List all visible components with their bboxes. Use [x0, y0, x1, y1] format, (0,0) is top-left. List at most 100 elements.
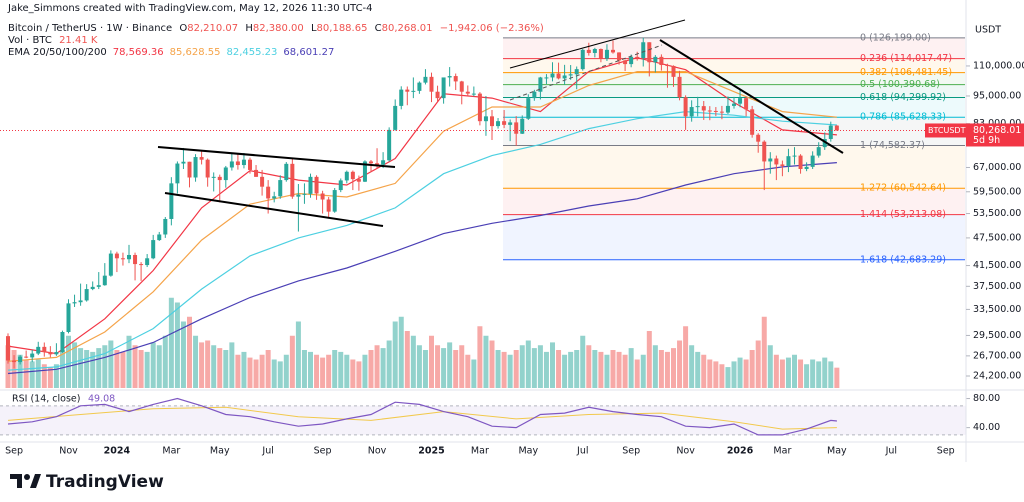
candle-body [229, 161, 234, 168]
candle-body [145, 258, 150, 266]
y-tick-label: 37,500.00 [973, 281, 1021, 292]
candle-body [768, 158, 773, 162]
x-tick-label: May [827, 446, 847, 457]
volume-bar [598, 351, 604, 388]
volume-bar [162, 335, 168, 388]
candle-body [562, 75, 567, 79]
x-tick-label: Sep [314, 446, 332, 457]
volume-bar [531, 348, 537, 388]
y-tick-label: 80.00 [973, 393, 1000, 404]
volume-bar [804, 364, 810, 388]
rsi-pane: 80.00 40.00 RSI (14, close) 49.08 [0, 393, 1000, 436]
fib-label: 0 (126,199.00) [860, 32, 931, 43]
candle-body [429, 76, 434, 92]
candle-body [574, 69, 579, 75]
change: −1,942.06 (−2.36%) [439, 23, 544, 34]
candle-body [42, 346, 47, 353]
volume-bar [108, 340, 114, 388]
volume-bar [374, 345, 380, 388]
volume-bar [5, 345, 11, 388]
candle-body [217, 176, 222, 181]
candle-body [780, 164, 785, 166]
y-tick-label: 59,500.00 [973, 186, 1021, 197]
y-tick-label: 26,700.00 [973, 350, 1021, 361]
rsi-line [7, 397, 837, 436]
candle-body [102, 275, 107, 286]
candle-body [483, 116, 488, 122]
candle-body [671, 65, 676, 77]
volume-bar [495, 350, 501, 388]
volume-bar [150, 342, 156, 388]
y-tick-label: 47,500.00 [973, 232, 1021, 243]
candle-body [375, 163, 380, 165]
volume-bar [610, 350, 616, 388]
candle-body [683, 97, 688, 117]
candle-body [816, 147, 821, 156]
fib-label: 1.272 (60,542.64) [860, 183, 946, 194]
candle-body [266, 186, 271, 199]
candle-body [756, 134, 761, 142]
candle-body [72, 302, 77, 304]
candle-body [151, 240, 156, 259]
candle-body [356, 179, 361, 182]
volume-bar [59, 350, 65, 388]
volume-bar [725, 367, 731, 388]
y-tick-label: 67,000.00 [973, 162, 1021, 173]
candle-body [284, 163, 289, 181]
volume-bar [29, 361, 35, 388]
candle-body [828, 125, 833, 139]
candle-body [508, 122, 513, 125]
candle-body [804, 166, 809, 170]
volume-bar [592, 350, 598, 388]
candle-body [568, 74, 573, 76]
candle-body [550, 73, 555, 78]
y-tick-label: 110,000.00 [973, 60, 1024, 71]
volume-bar [23, 359, 29, 388]
volume-bar [447, 342, 453, 388]
candle-body [157, 234, 162, 241]
candle-body [496, 121, 501, 127]
candle-body [580, 49, 585, 70]
candle-body [689, 107, 694, 117]
ema-value: 82,455.23 [226, 47, 278, 58]
volume-bar [126, 335, 132, 388]
candle-body [326, 199, 331, 212]
candle-body [647, 42, 652, 63]
ohlc-key: H [245, 23, 253, 34]
volume-bar [513, 350, 519, 388]
candle-body [260, 176, 265, 187]
volume-bar [646, 331, 652, 388]
candle-body [272, 196, 277, 199]
ohlc-value: 82,380.00 [252, 23, 304, 34]
fib-label: 0.618 (94,299.92) [860, 92, 946, 103]
candle-body [381, 160, 386, 165]
candle-body [532, 91, 537, 99]
volume-bar [792, 354, 797, 388]
volume-bar [308, 351, 313, 388]
ema-label: EMA 20/50/100/200 [8, 47, 107, 58]
volume-bar [217, 348, 223, 388]
candle-body [90, 286, 95, 290]
x-tick-label: Jul [261, 446, 273, 457]
logo [30, 474, 41, 488]
candle-body [296, 194, 301, 197]
candle-body [798, 155, 803, 170]
candle-body [725, 105, 730, 113]
candle-body [369, 161, 373, 164]
volume-bar [689, 345, 695, 388]
volume-bar [501, 351, 507, 388]
volume-bar [731, 361, 737, 388]
volume-bar [416, 345, 422, 388]
volume-bar [205, 340, 211, 388]
volume-bar [314, 354, 320, 388]
candle-body [611, 49, 615, 53]
price-tag-bg [966, 123, 1024, 147]
volume-bar [453, 350, 459, 388]
volume-bar [247, 357, 253, 388]
volume-bar [253, 359, 259, 388]
fib-label: 1 (74,582.37) [860, 140, 925, 151]
volume-bar [338, 351, 344, 388]
trend-line [157, 146, 396, 168]
volume-bar [719, 364, 725, 388]
volume-bar [114, 350, 120, 388]
